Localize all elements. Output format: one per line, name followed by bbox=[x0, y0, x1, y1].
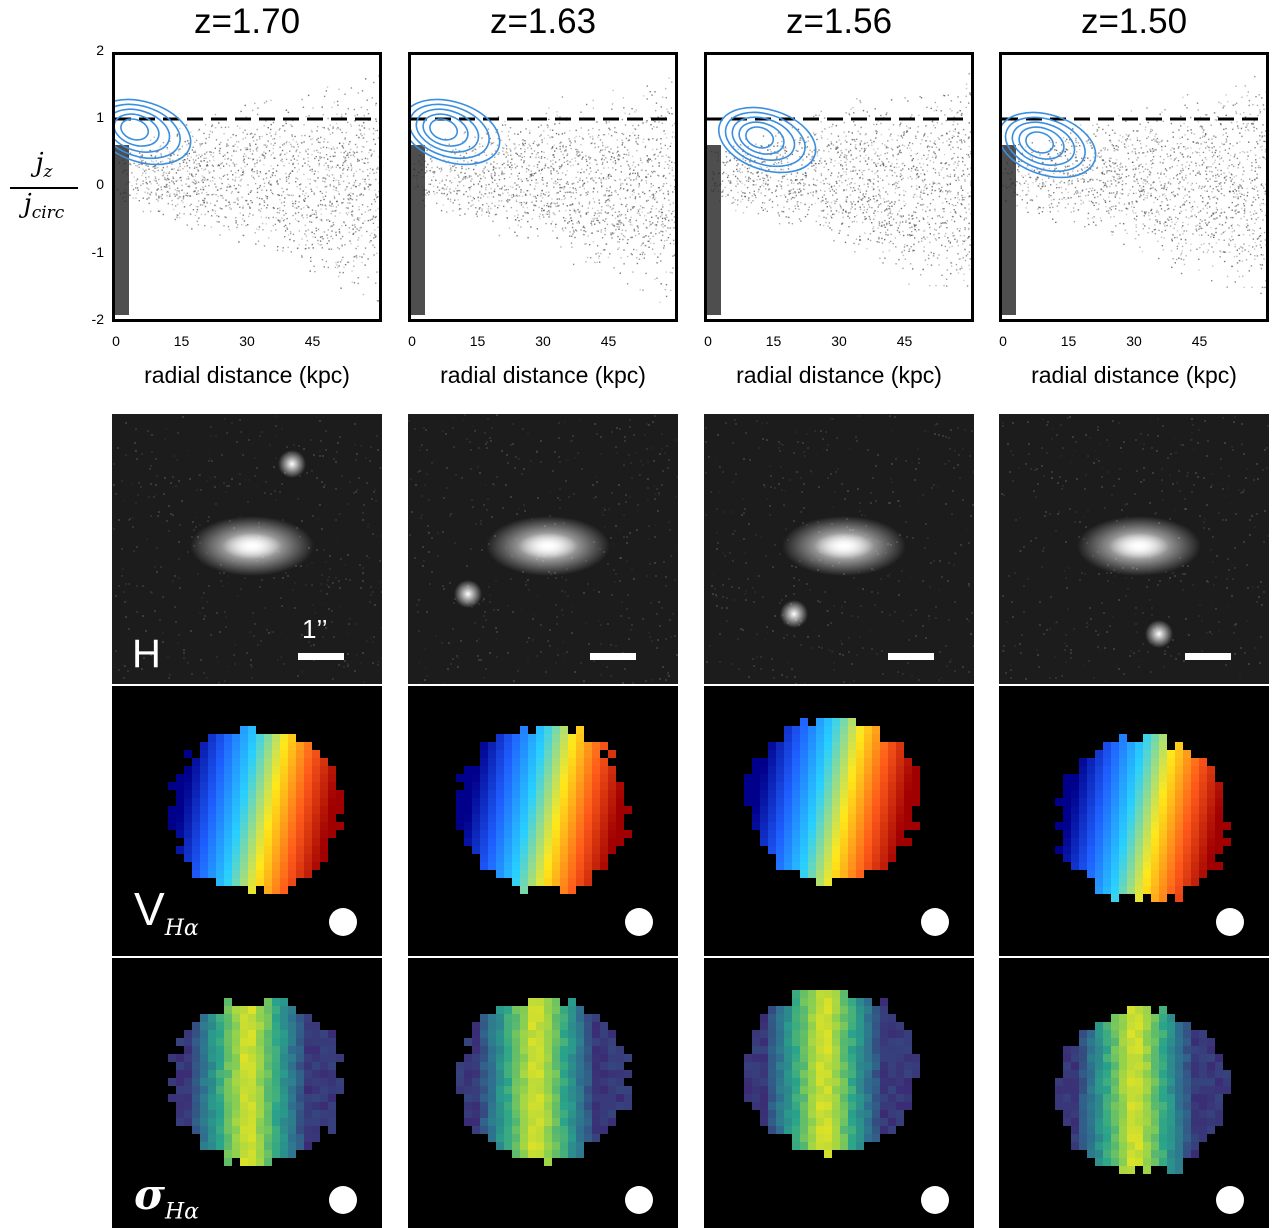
scale-bar bbox=[888, 653, 934, 660]
x-axis-label: radial distance (kpc) bbox=[440, 362, 646, 388]
h-band-svg bbox=[705, 415, 974, 684]
dispersion-map bbox=[999, 958, 1269, 1228]
psf-marker bbox=[1216, 908, 1244, 936]
row-label-dispersion: σHα bbox=[134, 1170, 199, 1224]
y-tick-label: 0 bbox=[96, 176, 104, 192]
x-axis-label: radial distance (kpc) bbox=[736, 362, 942, 388]
y-label-denominator-sub: circ bbox=[31, 203, 65, 224]
psf-marker bbox=[329, 1186, 357, 1214]
phase-space-svg bbox=[707, 73, 971, 315]
y-tick-label: 1 bbox=[96, 109, 104, 125]
phase-space-plot bbox=[704, 52, 974, 322]
gas-contours bbox=[115, 98, 192, 166]
dispersion-map bbox=[408, 958, 678, 1228]
x-tick-label: 30 bbox=[1126, 333, 1142, 349]
dispersion-map-svg bbox=[456, 998, 632, 1166]
x-tick-label: 45 bbox=[600, 333, 617, 349]
phase-space-svg bbox=[115, 75, 379, 315]
row-label-h: H bbox=[132, 632, 161, 676]
dispersion-map-svg bbox=[744, 990, 920, 1158]
y-tick-label: 2 bbox=[96, 42, 104, 58]
dispersion-map-svg bbox=[168, 998, 344, 1166]
y-label-denominator: j bbox=[23, 189, 32, 220]
velocity-map-svg bbox=[456, 726, 632, 894]
row-label-velocity: VHα bbox=[134, 882, 199, 941]
dispersion-map-svg bbox=[1055, 1006, 1231, 1174]
x-tick-label: 45 bbox=[1191, 333, 1208, 349]
y-label-numerator-sub: z bbox=[43, 162, 53, 183]
velocity-map bbox=[999, 686, 1269, 956]
psf-marker bbox=[921, 908, 949, 936]
gas-contours bbox=[411, 98, 501, 166]
particle-cloud bbox=[1002, 76, 1266, 295]
psf-marker bbox=[921, 1186, 949, 1214]
dispersion-map bbox=[704, 958, 974, 1228]
velocity-map bbox=[408, 686, 678, 956]
velocity-map-svg bbox=[1055, 734, 1231, 902]
particle-cloud bbox=[116, 75, 379, 302]
scale-bar bbox=[590, 653, 636, 660]
phase-space-plot bbox=[408, 52, 678, 322]
velocity-map-svg bbox=[744, 718, 920, 886]
x-tick-label: 15 bbox=[469, 333, 486, 349]
phase-space-svg bbox=[411, 77, 675, 315]
y-tick-label: -2 bbox=[91, 311, 104, 327]
phase-space-plot bbox=[999, 52, 1269, 322]
x-tick-label: 45 bbox=[304, 333, 321, 349]
velocity-map bbox=[704, 686, 974, 956]
scale-bar bbox=[298, 653, 344, 660]
phase-space-svg bbox=[1002, 76, 1266, 315]
h-band-svg bbox=[113, 415, 382, 684]
x-tick-label: 0 bbox=[704, 333, 712, 349]
x-tick-label: 30 bbox=[831, 333, 847, 349]
h-band-image bbox=[999, 414, 1269, 684]
y-axis-label: jz jcirc bbox=[4, 150, 84, 226]
h-band-image bbox=[408, 414, 678, 684]
column-title: z=1.70 bbox=[193, 2, 301, 41]
x-tick-label: 15 bbox=[173, 333, 190, 349]
h-band-image bbox=[704, 414, 974, 684]
psf-marker bbox=[329, 908, 357, 936]
phase-space-plot bbox=[112, 52, 382, 322]
column-title: z=1.56 bbox=[785, 2, 893, 41]
x-tick-label: 30 bbox=[535, 333, 551, 349]
x-tick-label: 15 bbox=[1060, 333, 1077, 349]
dispersion-symbol: σ bbox=[134, 1170, 165, 1219]
x-tick-label: 45 bbox=[896, 333, 913, 349]
x-tick-label: 0 bbox=[408, 333, 416, 349]
h-band-svg bbox=[408, 414, 678, 684]
velocity-map-svg bbox=[168, 726, 344, 894]
x-tick-label: 0 bbox=[999, 333, 1007, 349]
velocity-sub: Hα bbox=[164, 916, 199, 942]
x-tick-label: 15 bbox=[765, 333, 782, 349]
scale-bar bbox=[1185, 653, 1231, 660]
gas-contours bbox=[717, 106, 817, 174]
column-title: z=1.50 bbox=[1080, 2, 1188, 41]
gas-contours bbox=[1002, 111, 1097, 179]
dispersion-sub: Hα bbox=[164, 1199, 200, 1225]
h-band-image: 1’’ H bbox=[112, 414, 382, 684]
psf-marker bbox=[625, 1186, 653, 1214]
y-label-numerator: j bbox=[35, 148, 44, 178]
x-tick-label: 30 bbox=[239, 333, 255, 349]
velocity-symbol: V bbox=[134, 883, 165, 935]
dispersion-map: σHα bbox=[112, 958, 382, 1228]
h-band-svg bbox=[1001, 416, 1269, 684]
column-title: z=1.63 bbox=[489, 2, 597, 41]
velocity-map: VHα bbox=[112, 686, 382, 956]
psf-marker bbox=[625, 908, 653, 936]
x-axis-label: radial distance (kpc) bbox=[1031, 362, 1237, 388]
x-tick-label: 0 bbox=[112, 333, 120, 349]
y-tick-label: -1 bbox=[91, 244, 104, 260]
particle-cloud bbox=[710, 73, 971, 287]
x-axis-label: radial distance (kpc) bbox=[144, 362, 350, 388]
scale-bar-label: 1’’ bbox=[302, 614, 328, 644]
psf-marker bbox=[1216, 1186, 1244, 1214]
